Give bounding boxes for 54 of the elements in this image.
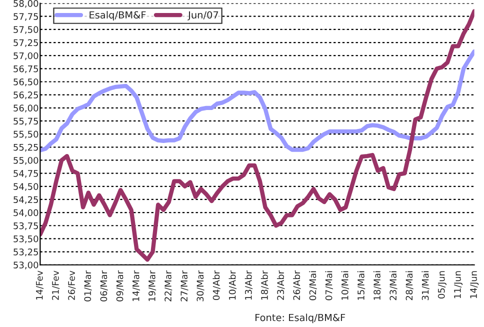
y-tick-label: 57,75 [14,13,38,21]
legend-label: Esalq/BM&F [90,11,146,20]
x-tick-label: 21/Fev [52,270,60,300]
x-tick-label: 23/Mai [390,271,398,300]
x-tick-label: 05/Jun [438,271,446,298]
x-tick-label: 30/Mar [196,270,204,302]
line-series [40,9,474,262]
y-tick-label: 54,00 [14,209,38,218]
x-tick-label: 11/Jun [454,271,463,298]
x-tick-label: 18/Mai [373,271,382,300]
x-tick-label: 26/Fev [68,270,76,300]
x-tick-label: 06/Mar [100,270,108,302]
y-tick-label: 55,75 [14,118,38,126]
line-series [40,49,474,152]
x-tick-label: 14/Fev [36,270,44,300]
legend-label: Jun/07 [188,11,218,20]
y-tick-label: 53,25 [14,248,38,256]
y-tick-label: 56,00 [14,104,38,112]
x-tick-label: 31/Mai [422,271,430,300]
x-tick-label: 14/Mar [132,270,140,301]
x-tick-label: 15/Mai [357,271,366,300]
x-tick-label: 10/Abr [228,270,236,300]
x-tick-label: 22/Mar [164,270,172,302]
x-tick-label: 04/Abr [212,270,220,300]
y-tick-label: 58,00 [14,0,38,8]
x-tick-label: 02/Mai [309,271,317,300]
y-tick-label: 55,00 [14,156,38,165]
y-tick-label: 55,25 [14,144,38,152]
y-tick-label: 54,75 [14,170,38,178]
y-tick-label: 53,75 [14,222,38,230]
x-tick-label: 09/Mar [116,270,124,302]
y-tick-label: 56,25 [14,92,38,100]
y-tick-label: 53,00 [14,262,38,270]
x-tick-label: 01/Mar [84,270,92,302]
x-tick-label: 13/Abr [244,270,253,300]
source-note: Fonte: Esalq/BM&F [256,314,346,324]
y-tick-label: 53,50 [14,235,38,244]
y-tick-label: 55,50 [14,130,38,139]
y-tick-label: 56,75 [14,65,38,74]
x-tick-label: 14/Jun [470,271,479,298]
x-tick-label: 27/Mar [180,270,188,302]
y-tick-label: 56,50 [14,78,38,86]
y-tick-label: 54,50 [14,183,38,191]
x-tick-label: 18/Abr [260,270,269,300]
y-tick-label: 57,00 [14,52,38,60]
x-tick-label: 23/Abr [276,270,285,300]
y-tick-label: 57,50 [14,26,38,34]
y-tick-label: 54,25 [14,196,38,204]
y-tick-label: 57,25 [14,39,38,47]
x-tick-label: 10/Mai [341,271,350,300]
x-tick-label: 07/Mai [325,271,333,300]
x-tick-label: 28/Mai [406,271,414,300]
x-tick-label: 19/Mar [148,270,156,301]
x-tick-label: 26/Abr [293,270,301,300]
